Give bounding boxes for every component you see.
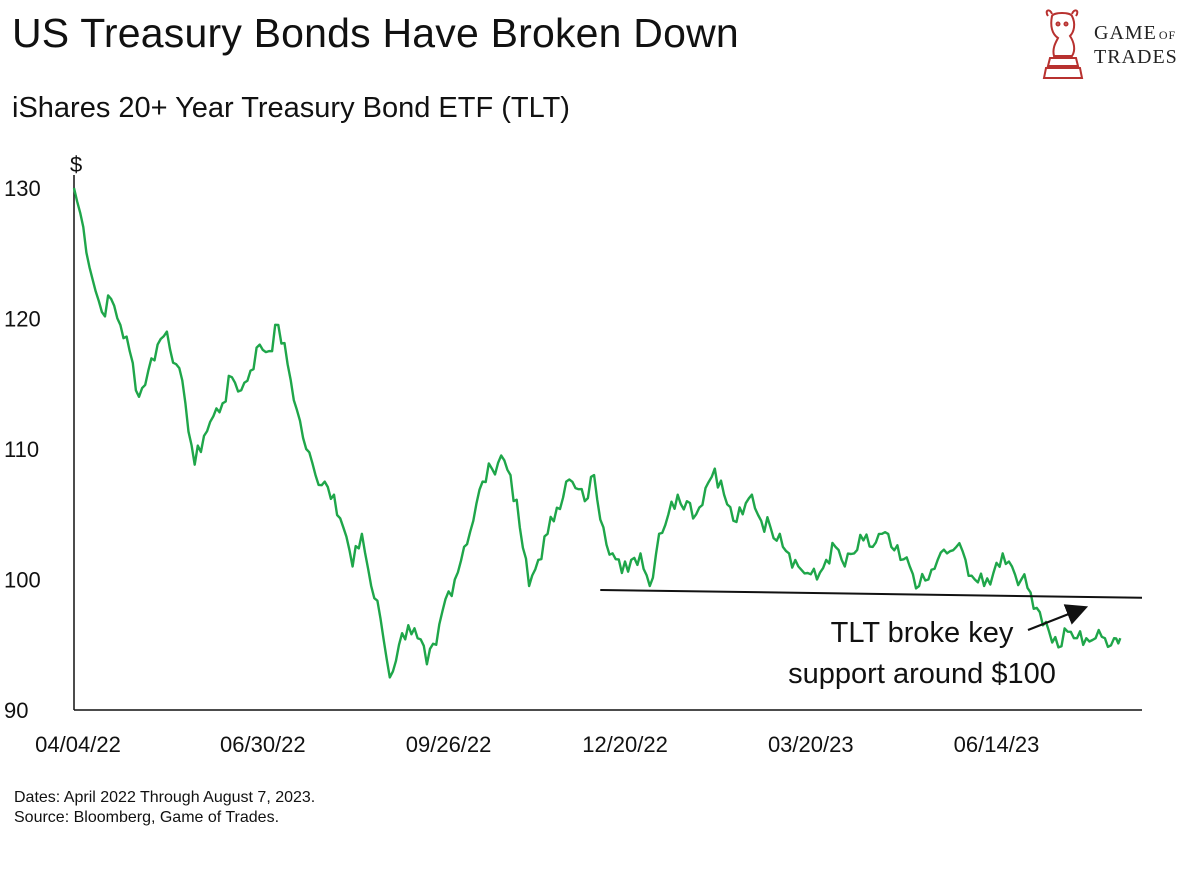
x-tick-label: 12/20/22	[582, 732, 668, 757]
y-tick-label: 110	[4, 437, 39, 462]
page-title: US Treasury Bonds Have Broken Down	[12, 10, 739, 56]
game-of-trades-logo: GAME OF TRADES	[1040, 6, 1190, 86]
x-tick-label: 03/20/23	[768, 732, 854, 757]
footnote: Dates: April 2022 Through August 7, 2023…	[14, 788, 315, 828]
x-tick-label: 09/26/22	[406, 732, 492, 757]
annotation-line2: support around $100	[788, 658, 1056, 690]
bull-chess-knight-icon	[1042, 9, 1084, 79]
footnote-source: Source: Bloomberg, Game of Trades.	[14, 809, 280, 826]
y-tick-label: 130	[4, 176, 41, 201]
y-axis-ticks: 90 100 110 120 130	[4, 176, 41, 723]
logo-text-game: GAME	[1094, 22, 1157, 44]
support-line	[600, 588, 1143, 599]
x-axis-ticks: 04/04/22 06/30/22 09/26/22 12/20/22 03/20/23…	[35, 732, 1039, 757]
y-tick-label: 90	[4, 698, 28, 723]
logo-text-of: OF	[1158, 28, 1177, 42]
x-tick-label: 06/14/23	[954, 732, 1040, 757]
tlt-price-line	[72, 187, 1122, 679]
chart-subtitle: iShares 20+ Year Treasury Bond ETF (TLT)	[12, 92, 570, 124]
annotation-line1: TLT broke key	[831, 617, 1014, 649]
y-tick-label: 120	[4, 307, 41, 332]
y-axis-label: $	[70, 152, 82, 177]
x-tick-label: 04/04/22	[35, 732, 121, 757]
footnote-dates: Dates: April 2022 Through August 7, 2023…	[14, 789, 316, 806]
x-tick-label: 06/30/22	[220, 732, 306, 757]
annotation-arrow	[1027, 604, 1089, 632]
logo-text-trades: TRADES	[1094, 46, 1178, 68]
y-tick-label: 100	[4, 568, 41, 593]
